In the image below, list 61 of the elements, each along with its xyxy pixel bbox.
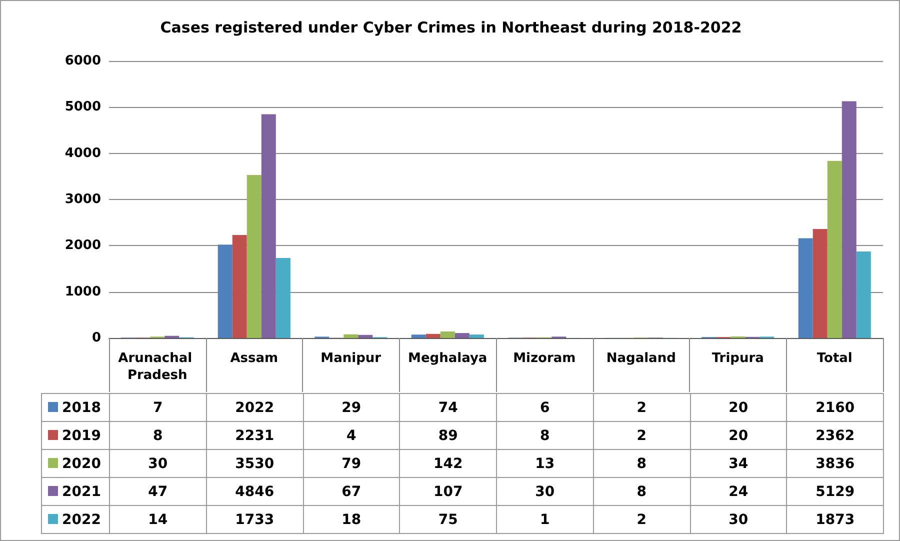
data-label: 2160 (786, 394, 884, 422)
data-label: 75 (400, 506, 496, 534)
data-label: 3530 (206, 450, 303, 478)
x-tick-label: Meghalaya (408, 351, 488, 366)
x-tick-label: Total (816, 351, 852, 366)
legend-label: 2020 (62, 456, 101, 472)
y-tick-label: 2000 (64, 238, 101, 254)
data-label: 7 (110, 394, 206, 422)
data-label: 4846 (206, 478, 303, 506)
data-label: 1733 (206, 506, 303, 534)
data-label: 1873 (786, 506, 884, 534)
legend-label: 2022 (62, 512, 101, 528)
data-label: 8 (496, 422, 594, 450)
data-label: 2362 (786, 422, 884, 450)
data-label: 14 (110, 506, 206, 534)
data-label: 74 (400, 394, 496, 422)
data-label: 18 (303, 506, 400, 534)
data-label: 47 (110, 478, 206, 506)
y-tick-label: 6000 (64, 54, 101, 68)
data-label: 13 (496, 450, 594, 478)
data-label: 8 (593, 450, 690, 478)
x-tick-label: Nagaland (606, 351, 676, 366)
data-label: 30 (690, 506, 787, 534)
data-label: 8 (110, 422, 206, 450)
data-label: 1 (496, 506, 594, 534)
x-tick-label: Mizoram (513, 351, 576, 366)
data-label: 20 (690, 394, 787, 422)
y-tick-label: 3000 (64, 192, 101, 207)
x-tick-label: Assam (230, 351, 278, 366)
data-label: 29 (303, 394, 400, 422)
data-label: 24 (690, 478, 787, 506)
chart-title: Cases registered under Cyber Crimes in Northeast during 2018-2022 (160, 18, 742, 36)
data-label: 2231 (206, 422, 303, 450)
data-label: 3836 (786, 450, 884, 478)
data-label: 2 (593, 394, 690, 422)
y-tick-label: 5000 (64, 100, 101, 115)
data-label: 142 (400, 450, 496, 478)
y-tick-label: 1000 (64, 284, 101, 300)
y-tick-label: 4000 (64, 146, 101, 161)
legend-label: 2021 (62, 484, 101, 500)
data-label: 2022 (206, 394, 303, 422)
y-tick-label: 0 (92, 330, 101, 346)
data-label: 6 (496, 394, 594, 422)
data-label: 5129 (786, 478, 884, 506)
data-label: 67 (303, 478, 400, 506)
x-tick-label: Arunachal Pradesh (118, 351, 197, 383)
x-tick-label: Tripura (712, 351, 764, 366)
data-label: 34 (690, 450, 787, 478)
legend-label: 2018 (62, 400, 101, 416)
data-label: 30 (496, 478, 594, 506)
data-label: 30 (110, 450, 206, 478)
x-tick-label: Manipur (320, 351, 382, 366)
data-label: 20 (690, 422, 787, 450)
legend-label: 2019 (62, 428, 101, 444)
data-label: 2 (593, 506, 690, 534)
data-label: 107 (400, 478, 496, 506)
data-label: 4 (303, 422, 400, 450)
data-label: 2 (593, 422, 690, 450)
data-label: 79 (303, 450, 400, 478)
data-label: 89 (400, 422, 496, 450)
data-label: 8 (593, 478, 690, 506)
